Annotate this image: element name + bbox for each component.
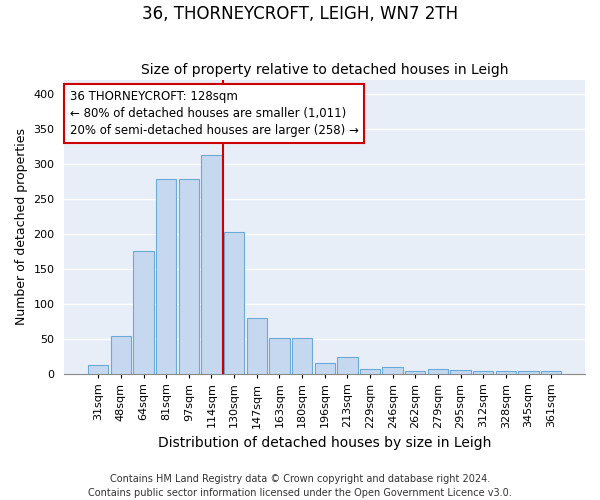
Bar [247, 318, 267, 374]
Bar [473, 372, 493, 374]
Bar [156, 179, 176, 374]
Bar [382, 367, 403, 374]
Bar [405, 370, 425, 374]
Bar [451, 370, 471, 374]
Bar [111, 336, 131, 374]
Bar [88, 365, 109, 374]
Bar [314, 363, 335, 374]
Bar [133, 251, 154, 374]
Bar [224, 232, 244, 374]
Y-axis label: Number of detached properties: Number of detached properties [15, 128, 28, 325]
Bar [360, 370, 380, 374]
Bar [496, 372, 516, 374]
Text: Contains HM Land Registry data © Crown copyright and database right 2024.
Contai: Contains HM Land Registry data © Crown c… [88, 474, 512, 498]
Title: Size of property relative to detached houses in Leigh: Size of property relative to detached ho… [141, 63, 508, 77]
Text: 36 THORNEYCROFT: 128sqm
← 80% of detached houses are smaller (1,011)
20% of semi: 36 THORNEYCROFT: 128sqm ← 80% of detache… [70, 90, 358, 137]
Bar [518, 372, 539, 374]
Bar [541, 372, 562, 374]
X-axis label: Distribution of detached houses by size in Leigh: Distribution of detached houses by size … [158, 436, 491, 450]
Bar [179, 179, 199, 374]
Text: 36, THORNEYCROFT, LEIGH, WN7 2TH: 36, THORNEYCROFT, LEIGH, WN7 2TH [142, 5, 458, 23]
Bar [201, 155, 221, 374]
Bar [428, 370, 448, 374]
Bar [292, 338, 312, 374]
Bar [337, 356, 358, 374]
Bar [269, 338, 290, 374]
